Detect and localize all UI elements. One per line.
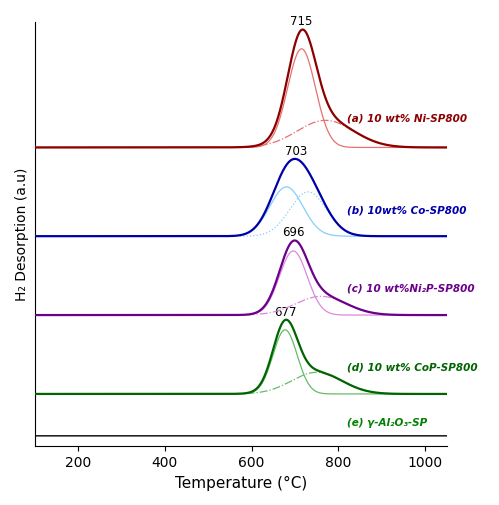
Text: 696: 696 <box>282 226 304 239</box>
Text: (c) 10 wt%Ni₂P-SP800: (c) 10 wt%Ni₂P-SP800 <box>347 283 475 293</box>
Text: 703: 703 <box>285 144 307 157</box>
Text: 715: 715 <box>290 16 313 28</box>
Text: 677: 677 <box>274 305 296 318</box>
Text: (a) 10 wt% Ni-SP800: (a) 10 wt% Ni-SP800 <box>347 114 467 124</box>
Text: (b) 10wt% Co-SP800: (b) 10wt% Co-SP800 <box>347 205 467 215</box>
Text: (d) 10 wt% CoP-SP800: (d) 10 wt% CoP-SP800 <box>347 362 478 372</box>
X-axis label: Temperature (°C): Temperature (°C) <box>175 475 307 490</box>
Y-axis label: H₂ Desorption (a.u): H₂ Desorption (a.u) <box>15 168 29 301</box>
Text: (e) γ-Al₂O₃-SP: (e) γ-Al₂O₃-SP <box>347 417 428 427</box>
